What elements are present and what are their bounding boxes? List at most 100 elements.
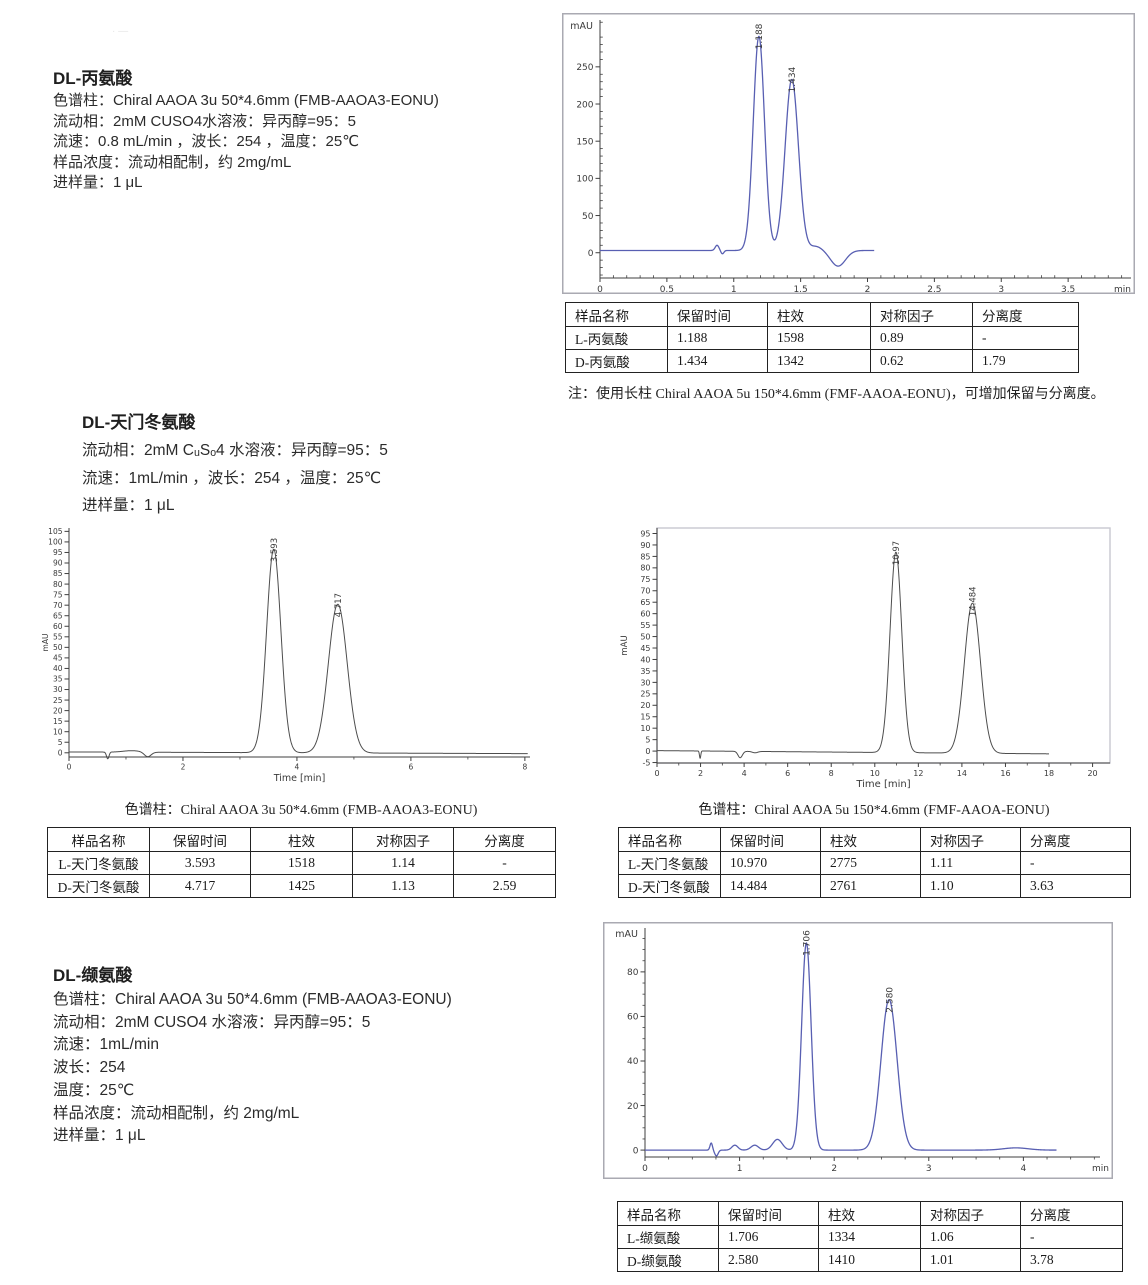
table-cell: 1.11 [920, 851, 1021, 875]
svg-text:60: 60 [627, 1013, 639, 1023]
svg-text:20: 20 [627, 1102, 639, 1112]
svg-text:15: 15 [640, 713, 650, 722]
table-header-cell: 分离度 [1020, 1201, 1123, 1226]
param-line-flow: 流速：1mL/min ，波长：254 ，温度：25℃ [82, 469, 382, 487]
svg-text:85: 85 [53, 569, 63, 578]
table-row: L-天门冬氨酸 10.970 2775 1.11 - [618, 851, 1131, 875]
chromatogram-trace [599, 35, 875, 267]
svg-text:250: 250 [576, 63, 593, 73]
param-line-injection: 进样量：1 μL [53, 174, 143, 192]
table-row: L-缬氨酸 1.706 1334 1.06 - [617, 1225, 1123, 1249]
column-caption-long: 色谱柱：Chiral AAOA 5u 150*4.6mm (FMF-AAOA-E… [698, 803, 1050, 818]
table-header-row: 样品名称 保留时间 柱效 对称因子 分离度 [47, 827, 556, 852]
table-cell: 1.706 [718, 1225, 819, 1249]
table-header-cell: 对称因子 [870, 302, 973, 327]
param-line-injection: 进样量：1 μL [53, 1127, 146, 1145]
param-line-injection: 进样量：1 μL [82, 497, 175, 514]
x-axis-unit-label: min [1114, 285, 1131, 294]
section-alanine-params: DL-丙氨酸 色谱柱：Chiral AAOA 3u 50*4.6mm (FMB-… [53, 67, 439, 194]
table-cell: 2.580 [718, 1248, 819, 1272]
section-title-valine: DL-缬氨酸 [53, 966, 133, 985]
table-cell: 1.14 [352, 851, 454, 875]
peak-label: 2.580 [885, 987, 895, 1013]
results-table-aspartate-short: 样品名称 保留时间 柱效 对称因子 分离度 L-天门冬氨酸 3.593 1518… [47, 827, 556, 898]
svg-text:65: 65 [53, 611, 63, 620]
svg-text:4: 4 [295, 763, 300, 772]
svg-text:65: 65 [640, 598, 650, 607]
svg-text:60: 60 [640, 610, 650, 619]
svg-text:45: 45 [640, 644, 650, 653]
table-cell: 2.59 [453, 874, 556, 898]
param-line-mobilephase: 流动相：2mM CUSO4 水溶液：异丙醇=95：5 [53, 1013, 371, 1031]
param-line-mobilephase: 流动相：2mM CUSO4水溶液：异丙醇=95：5 [53, 112, 356, 130]
table-cell: D-丙氨酸 [565, 349, 668, 373]
table-row: D-天门冬氨酸 14.484 2761 1.10 3.63 [618, 874, 1131, 898]
results-table-aspartate-long: 样品名称 保留时间 柱效 对称因子 分离度 L-天门冬氨酸 10.970 277… [618, 827, 1131, 898]
svg-text:1.5: 1.5 [793, 285, 807, 294]
svg-text:20: 20 [1087, 769, 1097, 778]
chromatogram-trace [644, 942, 1057, 1157]
svg-text:6: 6 [409, 763, 414, 772]
svg-text:40: 40 [627, 1057, 639, 1067]
table-header-row: 样品名称 保留时间 柱效 对称因子 分离度 [565, 302, 1079, 327]
param-line-concentration: 样品浓度：流动相配制，约 2mg/mL [53, 1104, 300, 1122]
table-header-cell: 对称因子 [920, 827, 1021, 852]
table-header-cell: 柱效 [818, 1201, 921, 1226]
svg-text:90: 90 [640, 541, 650, 550]
svg-text:12: 12 [913, 769, 923, 778]
peak-label: 1.434 [788, 66, 798, 92]
table-cell: D-天门冬氨酸 [47, 874, 150, 898]
chart-svg: -505101520253035404550556065707580859095… [620, 527, 1111, 790]
table-cell: 1.188 [667, 326, 768, 350]
table-cell: 1410 [818, 1248, 921, 1272]
svg-text:80: 80 [53, 580, 63, 589]
table-cell: D-缬氨酸 [617, 1248, 719, 1272]
peak-label: 1.188 [755, 23, 765, 49]
peak-label: 14.484 [969, 586, 979, 616]
scan-artifact: · — [112, 26, 129, 37]
svg-text:2.5: 2.5 [927, 285, 941, 294]
svg-text:75: 75 [53, 590, 63, 599]
svg-text:40: 40 [640, 655, 650, 664]
results-table-valine: 样品名称 保留时间 柱效 对称因子 分离度 L-缬氨酸 1.706 1334 1… [617, 1201, 1123, 1272]
param-line-temperature: 温度：25℃ [53, 1081, 135, 1099]
note-line: 注：使用长柱 Chiral AAOA 5u 150*4.6mm (FMF-AAO… [568, 387, 1105, 402]
svg-text:55: 55 [53, 633, 63, 642]
table-header-cell: 样品名称 [618, 827, 721, 852]
x-axis-unit-label: Time [min] [273, 773, 326, 784]
chromatogram-valine: 0 20 40 60 80 0 1 2 3 4 mAU min 1.706 2.580 [603, 922, 1113, 1179]
table-cell: 1598 [767, 326, 871, 350]
table-header-cell: 保留时间 [667, 302, 768, 327]
svg-text:25: 25 [53, 696, 63, 705]
svg-text:20: 20 [640, 701, 650, 710]
table-header-cell: 保留时间 [718, 1201, 819, 1226]
svg-text:95: 95 [53, 548, 63, 557]
table-cell: 3.78 [1020, 1248, 1123, 1272]
chart-svg: 0 50 100 150 200 250 0 0.5 1 1.5 2 2.5 3 3.5 mAU min 1.1… [562, 13, 1135, 295]
svg-text:35: 35 [640, 667, 650, 676]
svg-text:0: 0 [645, 747, 650, 756]
svg-text:15: 15 [53, 717, 63, 726]
peak-label: 3.593 [270, 538, 280, 562]
column-caption-short: 色谱柱：Chiral AAOA 3u 50*4.6mm (FMB-AAOA3-E… [124, 803, 478, 818]
table-header-cell: 分离度 [453, 827, 556, 852]
table-cell: 1334 [818, 1225, 921, 1249]
table-header-row: 样品名称 保留时间 柱效 对称因子 分离度 [617, 1201, 1123, 1226]
svg-text:75: 75 [640, 575, 650, 584]
svg-text:10: 10 [870, 769, 880, 778]
table-cell: 1518 [250, 851, 353, 875]
section-aspartate-params: DL-天门冬氨酸 流动相：2mM CᵤSₒ4 水溶液：异丙醇=95：5 流速：1… [82, 409, 388, 520]
y-axis-unit-label: mAU [41, 634, 50, 652]
section-valine-params: DL-缬氨酸 色谱柱：Chiral AAOA 3u 50*4.6mm (FMB-… [53, 963, 452, 1148]
svg-text:90: 90 [53, 559, 63, 568]
param-line-mobilephase: 流动相：2mM CᵤSₒ4 水溶液：异丙醇=95：5 [82, 442, 388, 459]
table-cell: 1425 [250, 874, 353, 898]
table-row: D-缬氨酸 2.580 1410 1.01 3.78 [617, 1248, 1123, 1272]
svg-text:2: 2 [831, 1164, 837, 1174]
table-row: D-天门冬氨酸 4.717 1425 1.13 2.59 [47, 874, 556, 898]
svg-text:100: 100 [576, 175, 593, 185]
svg-text:2: 2 [181, 763, 186, 772]
table-row: L-天门冬氨酸 3.593 1518 1.14 - [47, 851, 556, 875]
svg-text:20: 20 [53, 706, 63, 715]
svg-text:200: 200 [576, 100, 593, 110]
